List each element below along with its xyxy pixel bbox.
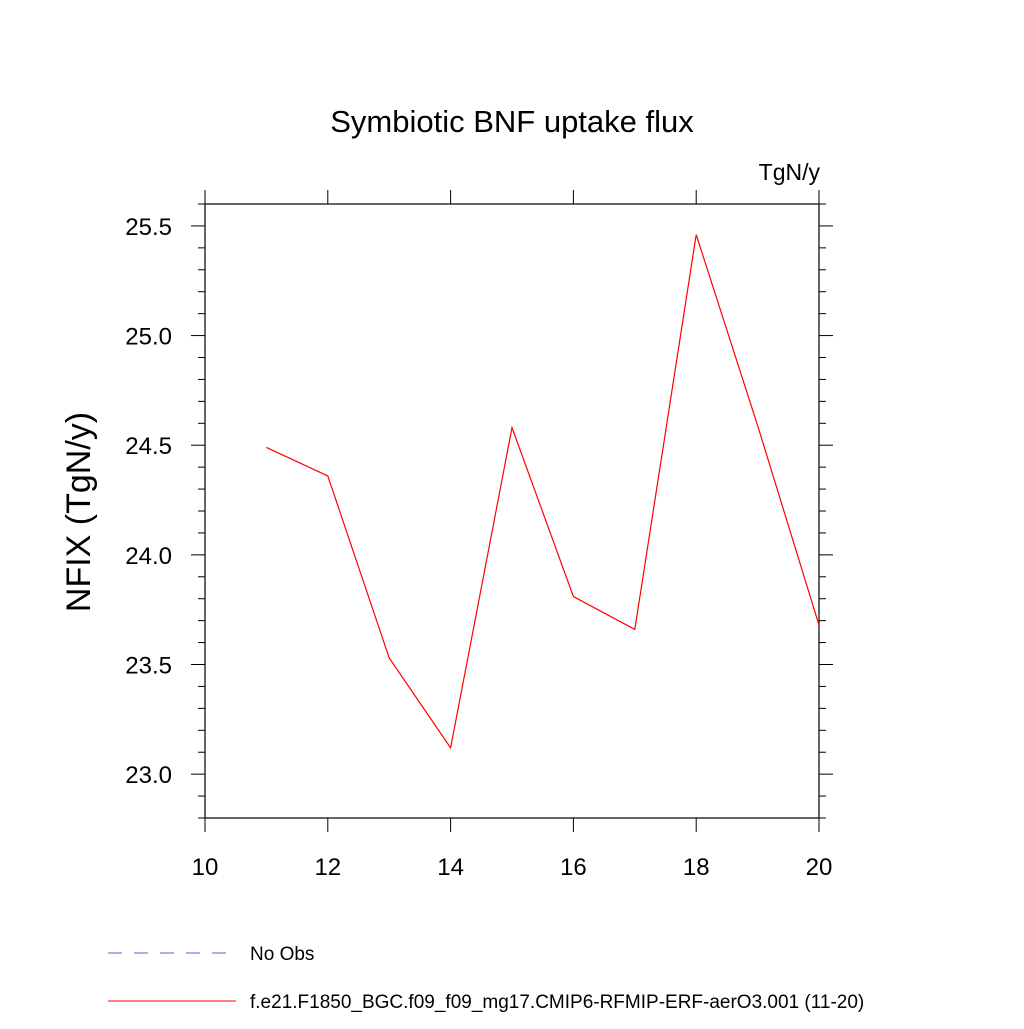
legend-label: f.e21.F1850_BGC.f09_f09_mg17.CMIP6-RFMIP… bbox=[250, 992, 864, 1013]
y-tick-label: 25.0 bbox=[125, 324, 172, 351]
x-tick-label: 14 bbox=[437, 854, 464, 881]
y-tick-label: 24.5 bbox=[125, 433, 172, 460]
plot-frame bbox=[204, 203, 820, 819]
series-line bbox=[266, 234, 820, 750]
series-lines bbox=[266, 234, 820, 750]
chart-title: Symbiotic BNF uptake flux bbox=[330, 104, 694, 139]
x-tick-label: 20 bbox=[806, 854, 833, 881]
axis-ticks bbox=[191, 190, 833, 832]
y-tick-label: 23.0 bbox=[125, 762, 172, 789]
x-tick-label: 16 bbox=[560, 854, 587, 881]
x-tick-label: 18 bbox=[683, 854, 710, 881]
units-label: TgN/y bbox=[759, 159, 821, 185]
y-tick-label: 25.5 bbox=[125, 214, 172, 241]
x-tick-label: 10 bbox=[192, 854, 219, 881]
x-tick-label: 12 bbox=[314, 854, 341, 881]
y-axis-label: NFIX (TgN/y) bbox=[60, 412, 98, 612]
y-tick-label: 24.0 bbox=[125, 543, 172, 570]
legend: No Obs f.e21.F1850_BGC.f09_f09_mg17.CMIP6… bbox=[108, 944, 864, 1013]
axis-tick-labels: 10 12 14 16 18 20 23.0 23.5 24.0 24.5 25.0 25.5 bbox=[125, 214, 832, 881]
legend-label: No Obs bbox=[250, 944, 314, 965]
y-tick-label: 23.5 bbox=[125, 653, 172, 680]
